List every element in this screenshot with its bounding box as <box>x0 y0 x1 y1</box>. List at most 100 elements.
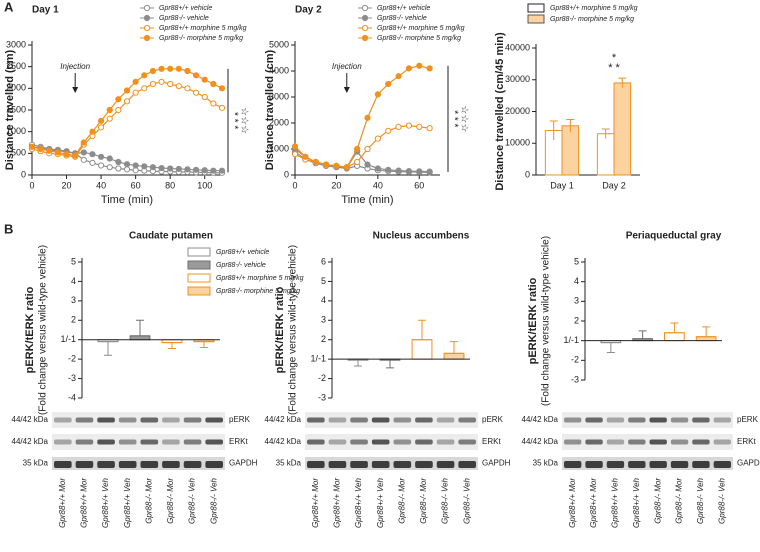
lane-label: Gpr88+/+ Mor <box>568 478 577 528</box>
blot-band <box>371 417 390 423</box>
marker <box>141 163 148 170</box>
error-bar <box>632 330 653 340</box>
blot-band <box>393 439 412 445</box>
marker <box>158 65 165 72</box>
blot-band <box>307 439 325 445</box>
marker <box>218 104 226 111</box>
blot-strip <box>562 412 733 428</box>
blot-band <box>713 417 731 423</box>
legend-swatch <box>187 286 211 296</box>
y-tick-label: 3000 <box>269 91 289 101</box>
legend-label: Gpr88-/- morphine 5 mg/kg <box>216 288 300 295</box>
marker <box>115 106 122 114</box>
blot-strip <box>52 457 225 470</box>
x-tick-label: 80 <box>165 180 175 190</box>
marker <box>141 72 148 79</box>
blot-band <box>564 417 582 423</box>
marker <box>115 96 122 103</box>
error-bar <box>130 319 150 337</box>
marker <box>89 159 96 166</box>
marker <box>405 168 413 175</box>
blot-band <box>140 417 159 423</box>
blot-band <box>713 439 731 445</box>
annotation: Injection <box>332 62 362 71</box>
blot-strip <box>305 434 478 450</box>
protein-label: ERKt <box>229 437 248 446</box>
blot-band <box>75 461 94 468</box>
x-tick-label: 100 <box>197 180 212 190</box>
marker <box>97 124 105 131</box>
y-tick-label: 6 <box>321 256 326 266</box>
x-tick-label: Day 2 <box>602 180 626 190</box>
blot-band <box>328 461 347 468</box>
legend-label: Gpr88+/+ vehicle <box>159 5 212 12</box>
marker <box>175 165 182 173</box>
lane-label: Gpr88-/- Veh <box>462 477 471 523</box>
legend-swatch <box>187 260 211 270</box>
significance: ☆☆☆ <box>238 107 249 134</box>
significance: * * <box>608 62 620 74</box>
series-line <box>294 65 430 168</box>
marker <box>210 100 217 107</box>
y-tick-label: 10000 <box>505 138 530 148</box>
marker <box>312 158 319 166</box>
marker <box>158 164 165 172</box>
marker <box>354 158 361 166</box>
error-bar <box>549 120 558 141</box>
marker <box>405 65 413 72</box>
blot-band <box>371 461 390 468</box>
blot-band <box>205 461 223 468</box>
lane-label: Gpr88-/- Mor <box>397 478 406 524</box>
blot-band <box>564 461 582 468</box>
marker <box>374 135 381 142</box>
marker <box>46 147 53 154</box>
marker <box>201 167 208 174</box>
blot-strip <box>562 457 733 470</box>
error-bar <box>566 118 575 133</box>
lane-label: Gpr88+/+ Mor <box>58 478 67 528</box>
blot-band <box>118 417 137 423</box>
blot-band <box>458 417 476 423</box>
error-bar <box>696 326 716 338</box>
y-tick-label: 30000 <box>505 74 530 84</box>
marker <box>141 85 148 92</box>
blot-band <box>54 417 72 423</box>
bar <box>664 332 685 342</box>
mw-label: 44/42 kDa <box>522 415 559 424</box>
lane-label: Gpr88+/+ Veh <box>123 477 132 528</box>
lane-label: Gpr88-/- Veh <box>717 477 726 523</box>
blot-band <box>97 417 115 423</box>
marker <box>175 83 182 90</box>
mw-label: 44/42 kDa <box>522 437 559 446</box>
y-tick-label: 1000 <box>269 143 289 153</box>
significance: * <box>612 52 617 64</box>
legend-label: Gpr88-/- vehicle <box>159 15 209 22</box>
marker <box>192 89 200 96</box>
protein-label: pERK <box>737 415 759 424</box>
y-tick-label: -2 <box>68 354 76 364</box>
blot-band <box>649 417 667 423</box>
marker <box>54 149 62 156</box>
marker <box>354 145 361 153</box>
chart-title: Nucleus accumbens <box>373 231 470 242</box>
mw-label: 44/42 kDa <box>12 415 49 424</box>
lane-label: Gpr88+/+ Mor <box>80 478 89 528</box>
marker <box>385 127 392 134</box>
blot-band <box>436 417 455 423</box>
legend-swatch <box>527 14 545 24</box>
panel-label: A <box>4 0 14 14</box>
marker <box>416 62 423 69</box>
blot-band <box>118 439 137 445</box>
blot-band <box>307 417 325 423</box>
lane-label: Gpr88+/+ Veh <box>354 477 363 528</box>
blot-band <box>670 461 689 468</box>
blot-band <box>350 439 368 445</box>
bar <box>129 335 151 341</box>
mw-label: 35 kDa <box>533 459 559 468</box>
y-tick-label: 5 <box>321 276 326 286</box>
y-tick-label: -2 <box>571 355 579 365</box>
blot-band <box>75 439 94 445</box>
lane-label: Gpr88+/+ Veh <box>611 477 620 528</box>
marker <box>37 145 44 153</box>
marker <box>80 139 87 146</box>
